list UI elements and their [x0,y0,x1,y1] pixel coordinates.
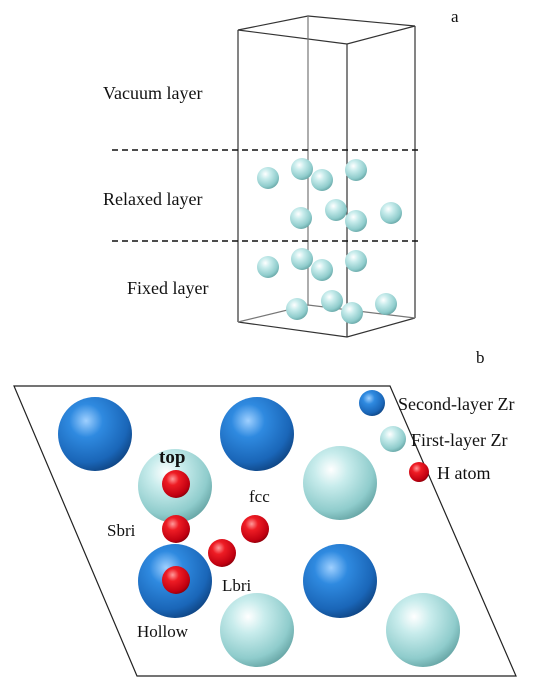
second-layer-zr-atom [58,397,132,471]
first-layer-zr-atom [303,446,377,520]
zr-atom [380,202,402,224]
legend-h-atom-label: H atom [437,463,491,483]
zr-atom [325,199,347,221]
legend: Second-layer Zr First-layer Zr H atom [359,390,514,483]
zr-atom [341,302,363,324]
zr-atom [291,248,313,270]
legend-first-layer-label: First-layer Zr [411,430,507,450]
legend-second-layer-swatch [359,390,385,416]
vacuum-layer-label: Vacuum layer [103,83,202,103]
site-label-fcc: fcc [249,487,270,506]
h-atom-lbri [208,539,236,567]
h-atoms [162,470,269,594]
relaxed-layer-atoms [257,158,402,232]
panel-b: b top fcc Sbri Lbri Holl [13,348,517,677]
second-layer-zr-atom [220,397,294,471]
first-layer-zr-atom [220,593,294,667]
site-label-sbri: Sbri [107,521,136,540]
site-label-hollow: Hollow [137,622,189,641]
h-atom-sbri [162,515,190,543]
first-layer-zr-atom [386,593,460,667]
zr-atom [345,210,367,232]
panel-b-label: b [476,348,485,367]
zr-atom [321,290,343,312]
h-atom-top [162,470,190,498]
zr-atom [257,167,279,189]
box-top-face [237,15,416,45]
h-atom-fcc [241,515,269,543]
legend-first-layer-swatch [380,426,406,452]
zr-atom [345,159,367,181]
relaxed-layer-label: Relaxed layer [103,189,202,209]
h-atom-hollow [162,566,190,594]
zr-atom [345,250,367,272]
site-label-lbri: Lbri [222,576,252,595]
zr-atom [375,293,397,315]
site-label-top: top [159,447,185,468]
box-bottom-edges [237,317,416,338]
fixed-layer-label: Fixed layer [127,278,208,298]
legend-h-atom-swatch [409,462,429,482]
second-layer-zr-atom [303,544,377,618]
zr-atom [290,207,312,229]
fixed-layer-atoms [257,248,397,324]
box-bottom-back [237,304,416,323]
zr-atom [291,158,313,180]
legend-second-layer-label: Second-layer Zr [398,394,514,414]
surface-cell [13,385,517,677]
zr-atom [311,169,333,191]
zr-atom [286,298,308,320]
panel-a: a Vacuum layer Relaxed layer Fixed layer [103,7,459,338]
zr-atom [311,259,333,281]
zr-atom [257,256,279,278]
panel-a-label: a [451,7,459,26]
